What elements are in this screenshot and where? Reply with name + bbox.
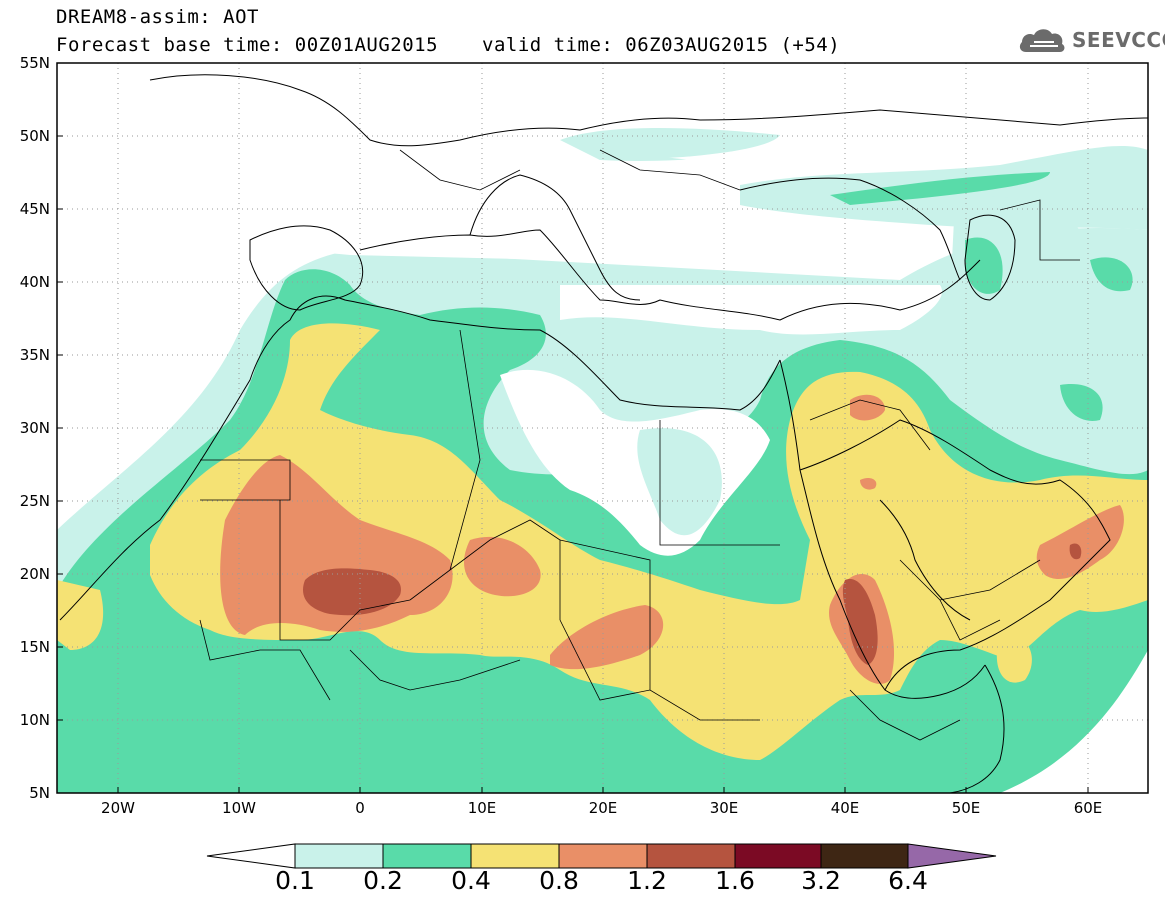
lat-label-25n: 25N <box>20 492 50 510</box>
lat-label-20n: 20N <box>20 565 50 583</box>
lon-label-40e: 40E <box>831 799 860 817</box>
lat-label-45n: 45N <box>20 200 50 218</box>
valid-time: valid time: 06Z03AUG2015 (+54) <box>482 34 841 56</box>
colorbar <box>206 843 997 869</box>
colorbar-tick-0.8: 0.8 <box>539 866 579 895</box>
colorbar-bin-3 <box>470 843 560 869</box>
lat-label-5n: 5N <box>29 784 50 802</box>
borders <box>199 149 1080 741</box>
forecast-base-time: Forecast base time: 00Z01AUG2015 <box>56 34 439 56</box>
lat-label-30n: 30N <box>20 419 50 437</box>
lon-label-20e: 20E <box>589 799 618 817</box>
colorbar-bin-6 <box>734 843 822 869</box>
colorbar-tick-3.2: 3.2 <box>801 866 841 895</box>
lat-label-15n: 15N <box>20 638 50 656</box>
cloud-icon <box>1019 29 1065 52</box>
colorbar-tick-1.2: 1.2 <box>627 866 667 895</box>
lon-label-10e: 10E <box>468 799 497 817</box>
colorbar-tick-0.2: 0.2 <box>363 866 403 895</box>
lat-label-40n: 40N <box>20 273 50 291</box>
lat-label-10n: 10N <box>20 711 50 729</box>
lat-label-55n: 55N <box>20 54 50 72</box>
colorbar-bin-2 <box>382 843 472 869</box>
lon-label-50e: 50E <box>952 799 981 817</box>
colorbar-bin-7 <box>820 843 909 869</box>
colorbar-low-arrow <box>206 843 296 869</box>
tick-marks <box>57 135 1089 793</box>
aot-fields <box>57 63 1148 793</box>
aot-band-1.2 <box>302 543 1082 665</box>
colorbar-high-arrow <box>907 843 997 869</box>
colorbar-bin-4 <box>558 843 648 869</box>
aot-band-0.1-east <box>560 128 780 536</box>
colorbar-tick-1.6: 1.6 <box>715 866 755 895</box>
aot-band-0.4 <box>57 323 1148 760</box>
logo-text: SEEVCCC <box>1072 28 1165 52</box>
map-title: DREAM8-assim: AOT <box>56 6 259 28</box>
colorbar-tick-6.4: 6.4 <box>888 866 928 895</box>
colorbar-tick-0.4: 0.4 <box>451 866 491 895</box>
lon-label-30e: 30E <box>710 799 739 817</box>
lon-label-60e: 60E <box>1074 799 1103 817</box>
lon-label-10w: 10W <box>222 799 256 817</box>
latitude-labels: 55N 50N 45N 40N 35N 30N 25N 20N 15N 10N … <box>20 54 50 802</box>
colorbar-tick-0.1: 0.1 <box>275 866 315 895</box>
colorbar-bin-1 <box>294 843 384 869</box>
colorbar-bin-5 <box>646 843 736 869</box>
lon-label-0: 0 <box>355 799 365 817</box>
lat-label-50n: 50N <box>20 127 50 145</box>
graticule <box>57 63 1148 793</box>
lat-label-35n: 35N <box>20 346 50 364</box>
longitude-labels: 20W 10W 0 10E 20E 30E 40E 50E 60E <box>101 799 1102 817</box>
coastlines <box>59 74 1148 793</box>
lon-label-20w: 20W <box>101 799 135 817</box>
